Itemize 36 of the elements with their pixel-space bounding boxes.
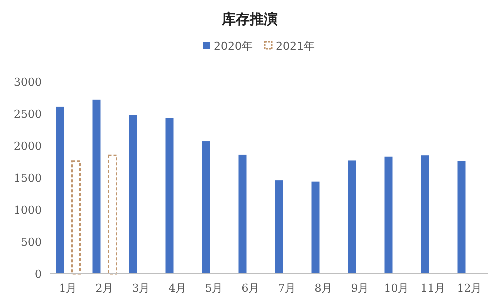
x-tick-label: 5月 xyxy=(205,282,224,295)
legend-label: 2021年 xyxy=(276,40,315,53)
bar xyxy=(348,160,356,274)
y-tick-label: 0 xyxy=(35,268,42,281)
x-tick-label: 7月 xyxy=(278,282,296,295)
x-tick-label: 10月 xyxy=(384,282,410,295)
bar xyxy=(312,182,320,274)
y-tick-label: 1500 xyxy=(14,172,42,185)
bar xyxy=(384,156,393,274)
bar xyxy=(92,100,101,274)
y-tick-label: 500 xyxy=(21,236,42,249)
bar xyxy=(56,106,64,274)
bar xyxy=(108,154,118,275)
x-tick-label: 8月 xyxy=(314,282,333,295)
y-tick-label: 2500 xyxy=(14,108,42,121)
x-tick-label: 9月 xyxy=(351,282,370,295)
legend-label: 2020年 xyxy=(214,40,253,53)
bar xyxy=(166,118,174,274)
bar xyxy=(458,161,466,274)
x-tick-label: 6月 xyxy=(242,282,260,295)
y-tick-label: 3000 xyxy=(14,76,42,89)
y-tick-label: 2000 xyxy=(14,140,42,153)
bar xyxy=(202,142,210,274)
y-tick-label: 1000 xyxy=(14,204,42,217)
bar xyxy=(72,160,81,275)
x-tick-label: 1月 xyxy=(59,282,78,295)
chart-title: 库存推演 xyxy=(221,11,278,28)
bar xyxy=(275,180,284,274)
bar xyxy=(238,154,247,274)
x-tick-label: 3月 xyxy=(132,282,150,295)
x-tick-label: 4月 xyxy=(168,282,187,295)
bar xyxy=(129,115,138,274)
x-tick-label: 12月 xyxy=(457,282,482,295)
x-tick-label: 11月 xyxy=(420,282,446,295)
bar xyxy=(421,156,430,274)
x-tick-label: 2月 xyxy=(96,282,114,295)
